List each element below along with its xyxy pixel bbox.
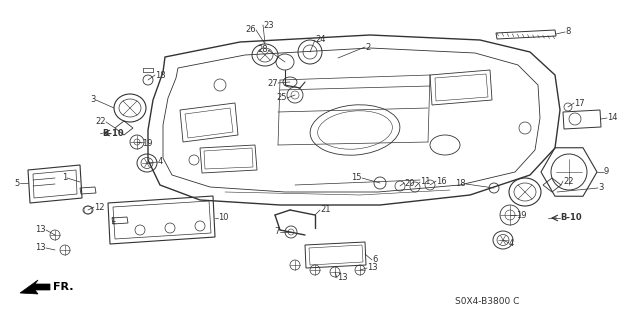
Text: 5: 5 <box>15 179 20 188</box>
Text: 10: 10 <box>218 213 228 222</box>
Text: 3: 3 <box>598 183 604 192</box>
Polygon shape <box>20 280 50 294</box>
Text: 12: 12 <box>94 203 104 211</box>
Text: 13: 13 <box>367 263 378 272</box>
Text: 2: 2 <box>365 42 371 51</box>
Text: S0X4-B3800 C: S0X4-B3800 C <box>455 298 520 307</box>
Text: 16: 16 <box>436 176 447 186</box>
Text: 3: 3 <box>91 95 96 105</box>
Text: 13: 13 <box>35 226 46 234</box>
Text: 25: 25 <box>276 93 287 102</box>
Text: B-10: B-10 <box>560 213 582 222</box>
Text: 4: 4 <box>158 158 163 167</box>
Text: 4: 4 <box>509 239 515 248</box>
Text: 8: 8 <box>565 27 570 36</box>
Text: 24: 24 <box>315 35 326 44</box>
Text: FR.: FR. <box>53 282 74 292</box>
Text: 21: 21 <box>320 205 330 214</box>
Text: 22: 22 <box>95 117 106 127</box>
Text: 26: 26 <box>245 26 256 34</box>
Text: 14: 14 <box>607 114 618 122</box>
Text: 27: 27 <box>268 78 278 87</box>
Text: 6: 6 <box>372 256 378 264</box>
Text: 1: 1 <box>109 217 115 226</box>
Text: B-10: B-10 <box>102 129 124 137</box>
Text: 1: 1 <box>61 174 67 182</box>
Text: 19: 19 <box>142 138 152 147</box>
Text: 18: 18 <box>456 180 466 189</box>
Text: 11: 11 <box>420 177 431 187</box>
Text: 15: 15 <box>351 174 362 182</box>
Text: 17: 17 <box>574 99 584 108</box>
Text: 23: 23 <box>263 20 274 29</box>
Text: 9: 9 <box>604 167 609 176</box>
Text: 7: 7 <box>275 227 280 236</box>
Text: 13: 13 <box>35 243 46 253</box>
Text: 18: 18 <box>155 70 166 79</box>
Text: 20: 20 <box>404 179 415 188</box>
Text: 22: 22 <box>563 176 573 186</box>
Text: 19: 19 <box>516 211 527 219</box>
Text: 13: 13 <box>337 273 348 283</box>
Text: 28: 28 <box>257 46 268 55</box>
